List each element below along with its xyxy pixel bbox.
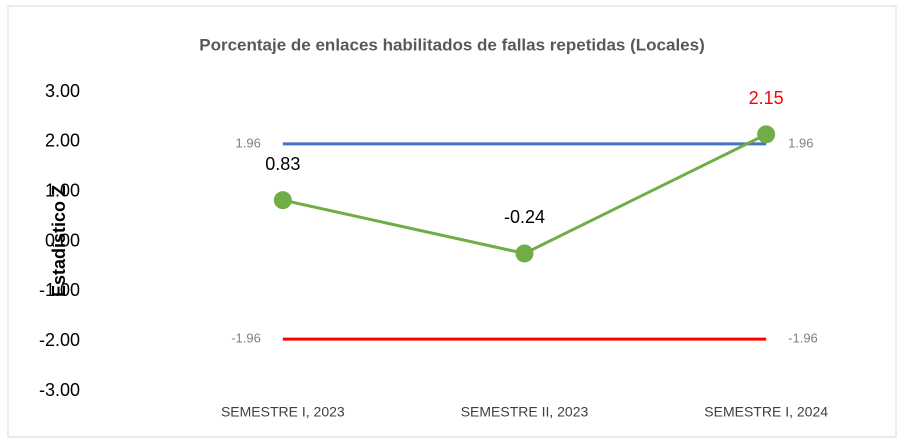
data-label: -1.96 xyxy=(788,331,818,346)
y-axis-title: Estadístico Z xyxy=(49,185,69,297)
data-label: 1.96 xyxy=(236,135,261,150)
chart-border xyxy=(7,5,897,438)
marker xyxy=(273,191,292,210)
marker xyxy=(515,244,534,263)
x-tick-label: SEMESTRE I, 2024 xyxy=(704,404,828,420)
data-label: 0.83 xyxy=(265,154,300,174)
y-tick-label: -3.00 xyxy=(39,380,80,400)
data-label: 1.96 xyxy=(788,135,813,150)
x-tick-label: SEMESTRE II, 2023 xyxy=(461,404,589,420)
x-tick-label: SEMESTRE I, 2023 xyxy=(221,404,345,420)
y-tick-label: -2.00 xyxy=(39,330,80,350)
chart-title: Porcentaje de enlaces habilitados de fal… xyxy=(199,35,704,54)
y-tick-label: 3.00 xyxy=(45,81,80,101)
marker xyxy=(757,125,776,144)
y-tick-label: 2.00 xyxy=(45,131,80,151)
data-label: -1.96 xyxy=(231,331,261,346)
y-tick-label: -1.00 xyxy=(39,280,80,300)
data-label: 2.15 xyxy=(749,88,784,108)
y-tick-label: 0.00 xyxy=(45,230,80,250)
y-tick-label: 1.00 xyxy=(45,180,80,200)
data-label: -0.24 xyxy=(504,207,545,227)
